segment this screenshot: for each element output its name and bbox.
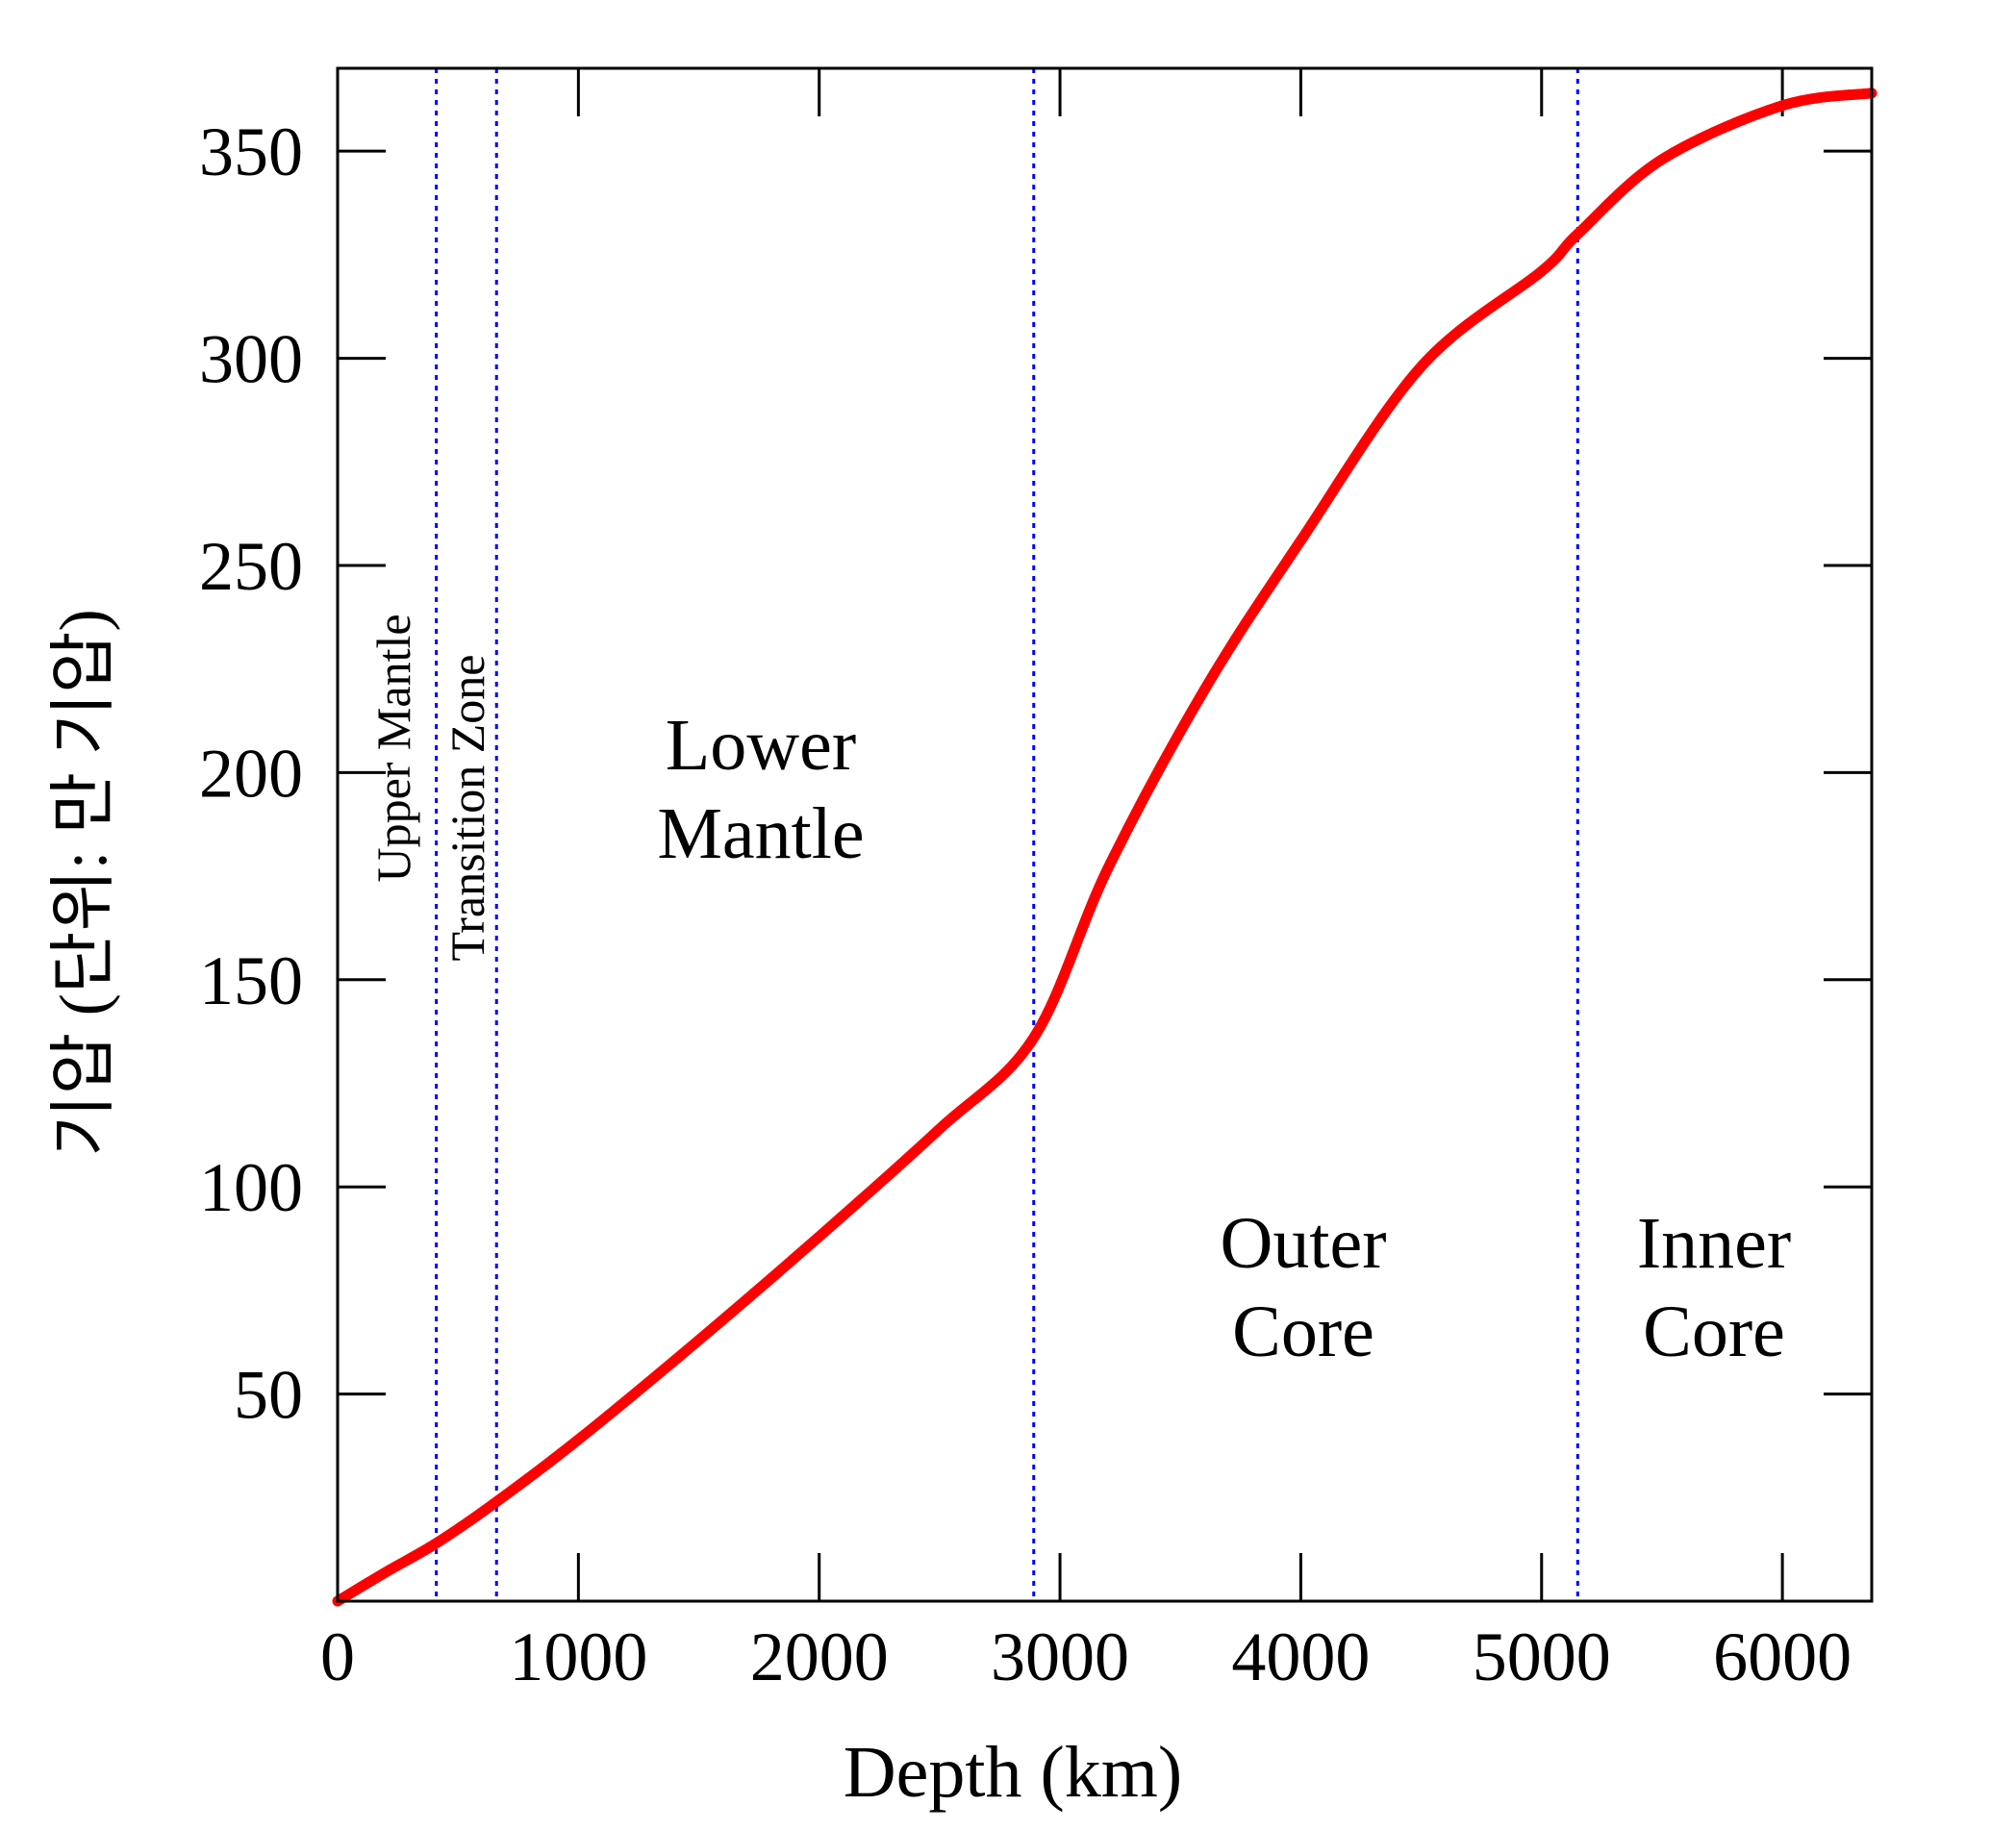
boundary-lines — [435, 68, 1579, 1601]
x-tick-labels: 0 1000 2000 3000 4000 5000 6000 — [320, 1618, 1852, 1695]
x-tick-label: 4000 — [1231, 1618, 1370, 1695]
pressure-curve — [332, 88, 1877, 1607]
x-tick-label: 0 — [320, 1618, 355, 1695]
y-tick-label: 100 — [199, 1149, 303, 1226]
annotation-outer-core-line2: Core — [1232, 1292, 1374, 1372]
y-tick-label: 50 — [234, 1357, 303, 1434]
x-tick-label: 6000 — [1713, 1618, 1852, 1695]
x-tick-label: 1000 — [509, 1618, 647, 1695]
y-axis-label: 기압 (단위: 만 기압) — [47, 609, 121, 1156]
x-axis-label: Depth (km) — [844, 1732, 1182, 1813]
y-tick-label: 350 — [199, 113, 303, 190]
plot-frame — [336, 66, 1874, 1603]
annotation-lower-mantle-line2: Mantle — [657, 793, 864, 874]
y-tick-labels: 50 100 150 200 250 300 350 — [199, 113, 303, 1433]
annotation-transition-zone: Transition Zone — [441, 655, 494, 962]
x-tick-label: 2000 — [750, 1618, 889, 1695]
x-tick-label: 3000 — [991, 1618, 1129, 1695]
axis-ticks — [336, 68, 1872, 1601]
y-tick-label: 200 — [199, 735, 303, 812]
annotation-inner-core-line1: Inner — [1637, 1203, 1791, 1284]
data-series — [332, 88, 1877, 1607]
y-tick-label: 150 — [199, 942, 303, 1019]
annotation-lower-mantle-line1: Lower — [666, 705, 856, 786]
y-tick-label: 250 — [199, 528, 303, 605]
x-tick-label: 5000 — [1473, 1618, 1611, 1695]
annotation-inner-core-line2: Core — [1643, 1292, 1785, 1372]
y-tick-label: 300 — [199, 321, 303, 398]
annotation-upper-mantle: Upper Mantle — [366, 614, 420, 882]
annotation-outer-core-line1: Outer — [1220, 1203, 1386, 1284]
